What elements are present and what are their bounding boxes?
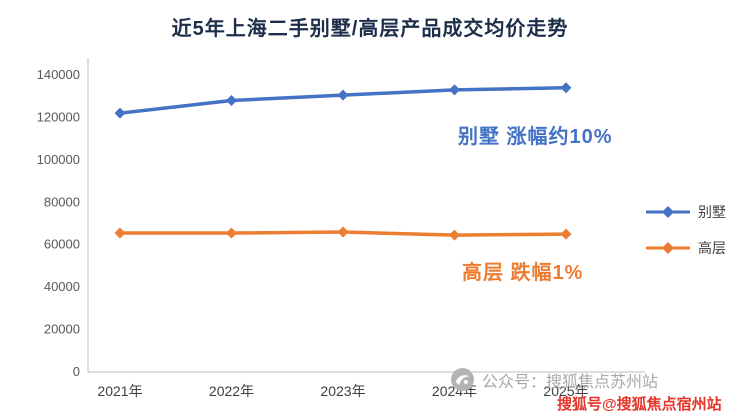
annotation-villa: 别墅 涨幅约10% (458, 126, 613, 148)
annotation-highrise: 高层 跌幅1% (462, 262, 584, 284)
svg-text:0: 0 (73, 364, 80, 379)
chart-title: 近5年上海二手别墅/高层产品成交均价走势 (171, 18, 569, 40)
footer-badge: 搜狐号@搜狐焦点宿州站 (557, 396, 722, 413)
svg-text:40000: 40000 (44, 279, 80, 294)
legend-item-villa: 别墅 (645, 202, 726, 222)
svg-text:2021年: 2021年 (97, 383, 142, 399)
svg-text:120000: 120000 (37, 109, 80, 124)
villa-series-swatch-icon (646, 206, 690, 218)
highrise-series-swatch-icon (646, 242, 690, 254)
svg-text:2023年: 2023年 (320, 383, 365, 399)
watermark: 公众号：搜狐焦点苏州站 (450, 367, 658, 392)
legend-label-villa: 别墅 (698, 204, 726, 220)
watermark-text: 公众号：搜狐焦点苏州站 (482, 373, 659, 391)
svg-text:80000: 80000 (44, 194, 80, 209)
legend: 别墅 高层 (645, 202, 726, 258)
legend-item-highrise: 高层 (645, 238, 726, 258)
svg-text:2022年: 2022年 (209, 383, 254, 399)
svg-text:100000: 100000 (37, 152, 80, 167)
legend-label-highrise: 高层 (698, 240, 726, 256)
svg-text:20000: 20000 (44, 322, 80, 337)
svg-text:2025年: 2025年 (543, 383, 588, 399)
sohu-focus-logo-icon (451, 368, 474, 391)
svg-text:60000: 60000 (44, 237, 80, 252)
svg-text:140000: 140000 (37, 67, 80, 82)
